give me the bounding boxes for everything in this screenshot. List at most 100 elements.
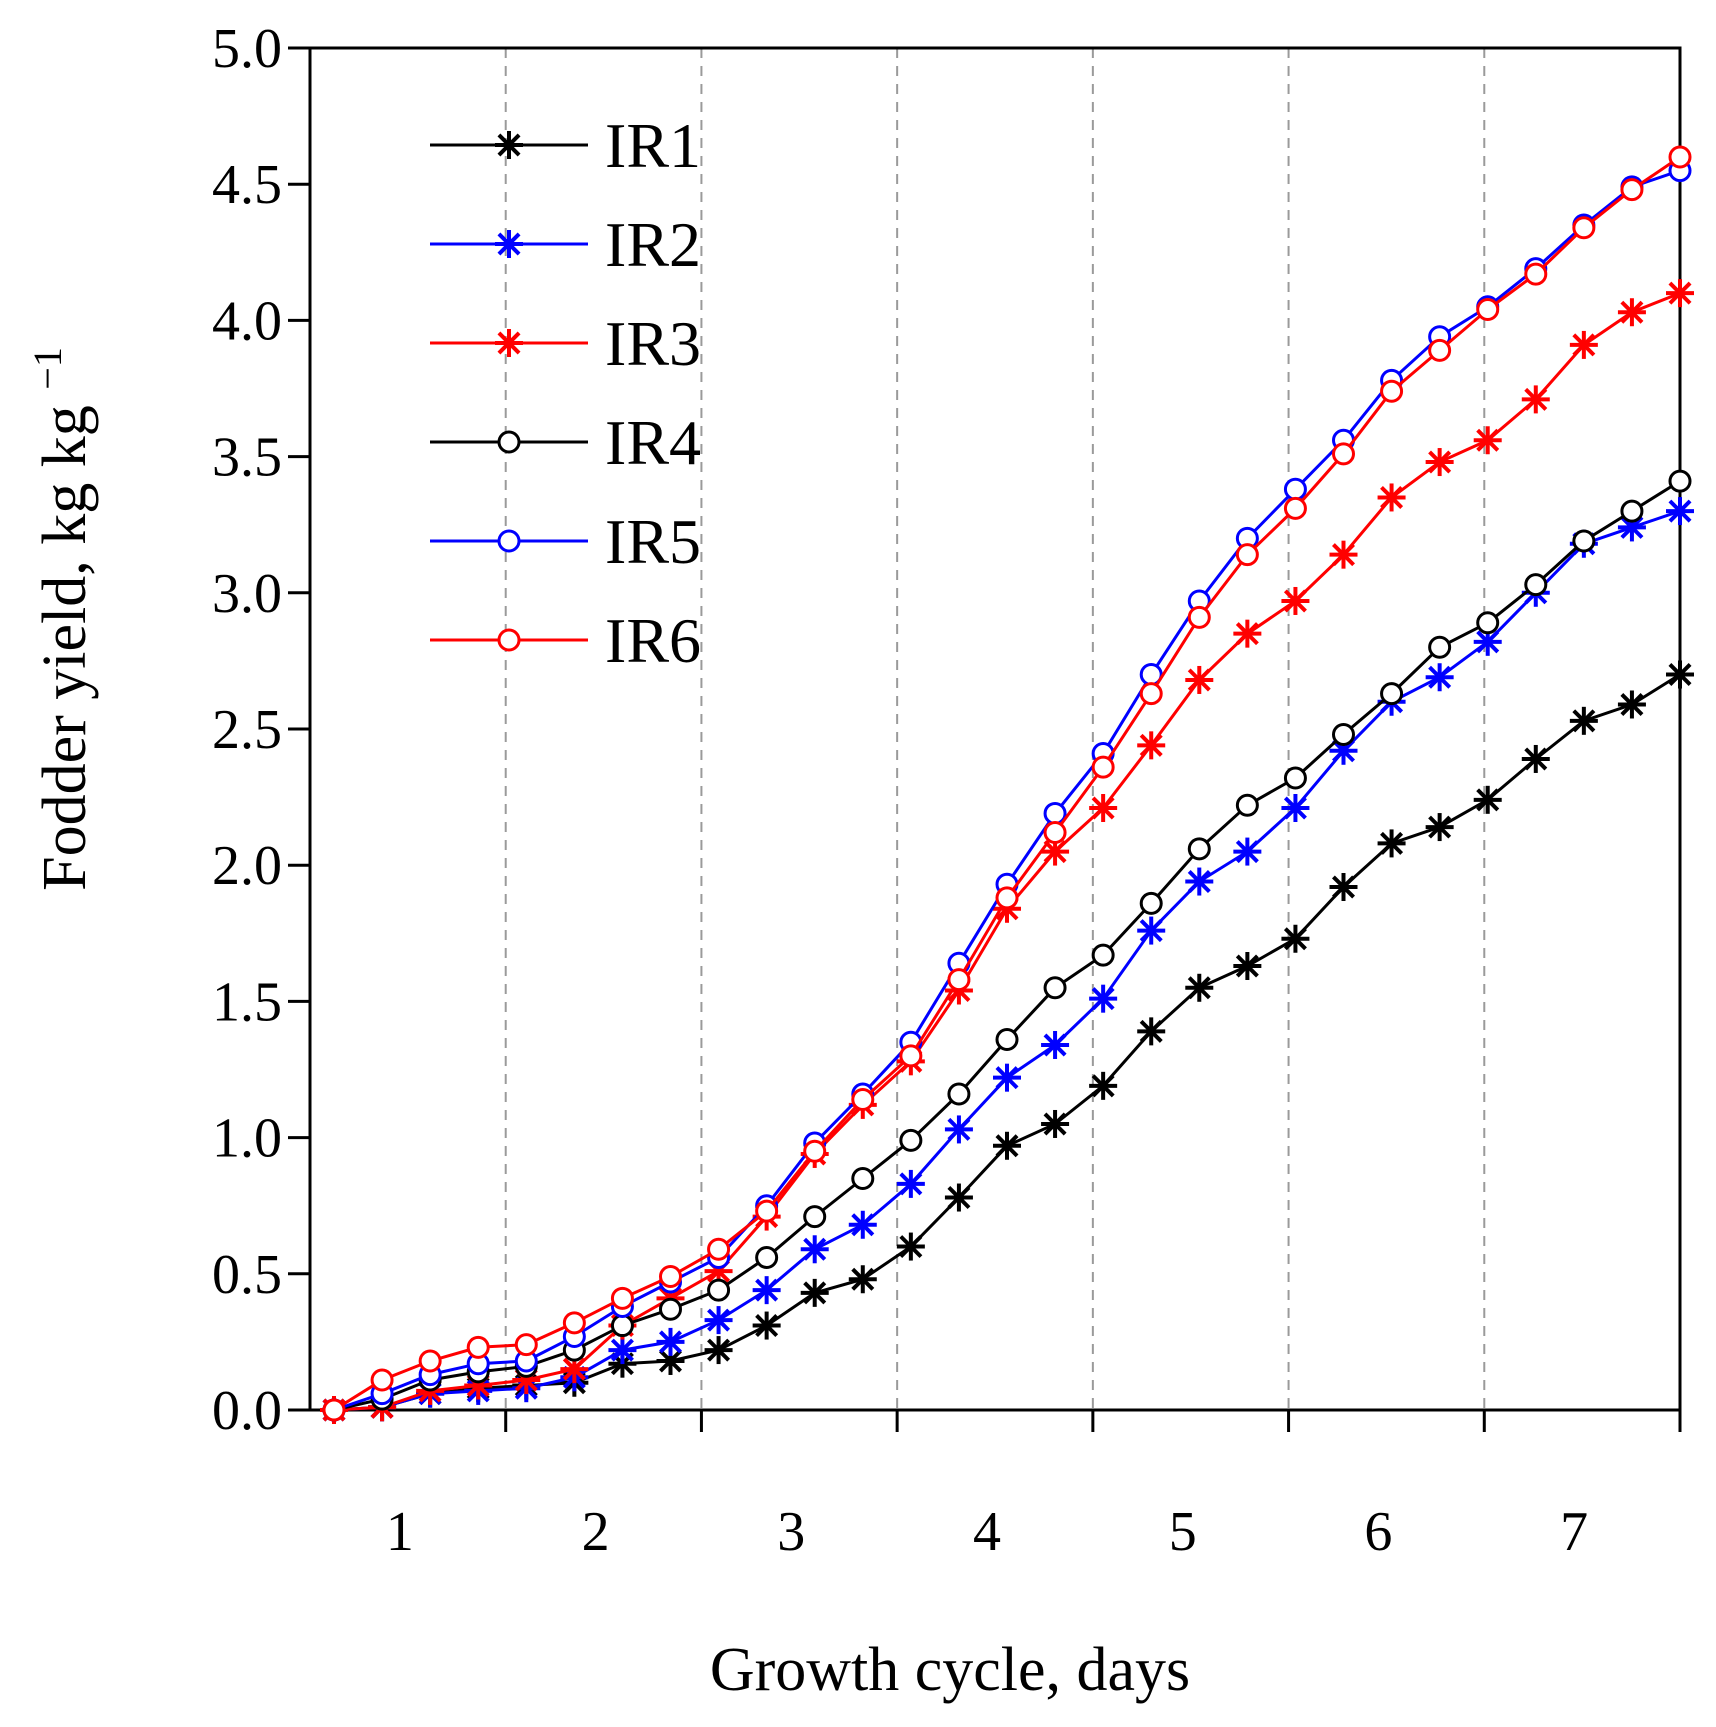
data-point-ir1 xyxy=(993,1131,1021,1160)
data-point-ir4 xyxy=(1091,943,1115,967)
star-stroke xyxy=(1332,739,1355,763)
star-stroke xyxy=(1043,1112,1067,1136)
data-point-ir3 xyxy=(1185,665,1214,694)
legend-label-ir4: IR4 xyxy=(605,407,701,478)
star-stroke xyxy=(1139,1019,1163,1043)
star-stroke xyxy=(1235,954,1259,978)
star-stroke xyxy=(1428,665,1452,689)
star-stroke xyxy=(497,331,521,355)
data-point-ir1 xyxy=(656,1346,685,1375)
star-stroke xyxy=(1380,831,1404,855)
data-point-ir4 xyxy=(1476,611,1500,635)
data-point-ir6 xyxy=(466,1335,490,1359)
star-stroke xyxy=(1235,840,1259,864)
y-tick-label: 0.0 xyxy=(212,1380,282,1442)
star-stroke xyxy=(995,1066,1019,1090)
legend-item-ir6: IR6 xyxy=(430,605,701,676)
data-point-ir2 xyxy=(608,1336,637,1365)
star-stroke xyxy=(1476,428,1500,452)
data-point-ir6 xyxy=(851,1087,875,1111)
data-point-ir4 xyxy=(851,1166,875,1190)
data-point-ir1 xyxy=(1329,872,1358,901)
data-point-ir6 xyxy=(1139,682,1163,706)
data-point-ir3 xyxy=(1233,619,1262,648)
star-stroke xyxy=(1620,692,1644,716)
data-point-ir3 xyxy=(1473,426,1502,455)
data-point-ir6 xyxy=(755,1199,779,1223)
data-point-ir4 xyxy=(995,1028,1019,1052)
data-point-ir3 xyxy=(1089,793,1118,822)
data-point-ir5 xyxy=(1043,801,1067,825)
data-point-ir3 xyxy=(1281,586,1310,615)
x-axis: 1 2 3 4 5 6 7 xyxy=(386,1410,1682,1563)
data-point-ir6 xyxy=(322,1398,346,1422)
data-point-ir4 xyxy=(1620,499,1644,523)
star-stroke xyxy=(995,1134,1019,1158)
series-layer xyxy=(320,145,1694,1424)
legend-label-ir1: IR1 xyxy=(605,110,701,181)
data-point-ir1 xyxy=(1569,706,1598,735)
data-point-ir5 xyxy=(1283,477,1307,501)
data-point-ir1 xyxy=(1137,1017,1166,1046)
data-point-ir1 xyxy=(944,1183,973,1212)
series-ir2 xyxy=(320,497,1694,1424)
data-point-ir6 xyxy=(1428,338,1452,362)
y-tick-label: 3.0 xyxy=(212,563,282,625)
star-stroke xyxy=(1332,875,1355,899)
data-point-ir3 xyxy=(1377,483,1406,512)
data-point-ir3 xyxy=(1521,385,1550,414)
y-axis-title-main: Fodder yield, kg kg xyxy=(31,405,99,891)
legend-marker-ir2 xyxy=(495,230,523,258)
star-stroke xyxy=(1380,485,1404,509)
data-point-ir6 xyxy=(1091,755,1115,779)
star-stroke xyxy=(1332,543,1355,567)
star-stroke xyxy=(1524,387,1548,411)
data-point-ir4 xyxy=(755,1245,779,1269)
data-point-ir1 xyxy=(896,1232,925,1261)
data-point-ir1 xyxy=(1281,924,1310,953)
data-point-ir4 xyxy=(1235,793,1259,817)
data-point-ir1 xyxy=(1089,1071,1118,1100)
legend-marker-ir1 xyxy=(495,131,523,159)
star-stroke xyxy=(1620,515,1644,539)
y-axis-title-superscript: −1 xyxy=(25,347,70,390)
y-tick-label: 1.0 xyxy=(212,1108,282,1170)
data-point-ir1 xyxy=(704,1336,733,1365)
star-stroke xyxy=(1668,663,1692,687)
star-stroke xyxy=(610,1338,634,1362)
star-stroke xyxy=(1524,747,1548,771)
data-point-ir2 xyxy=(1617,513,1646,542)
star-stroke xyxy=(1091,1074,1115,1098)
data-point-ir4 xyxy=(707,1278,731,1302)
data-point-ir4 xyxy=(1043,976,1067,1000)
y-axis: 0.0 0.5 1.0 1.5 2.0 2.5 3.0 3.5 4.0 4.5 5.0 xyxy=(212,18,310,1442)
data-point-ir6 xyxy=(1235,543,1259,567)
data-point-ir6 xyxy=(1332,442,1355,466)
legend-item-ir2: IR2 xyxy=(430,209,701,280)
star-stroke xyxy=(803,1237,827,1261)
data-point-ir1 xyxy=(1425,813,1454,842)
data-point-ir1 xyxy=(1666,660,1694,689)
data-point-ir4 xyxy=(659,1297,682,1321)
data-point-ir6 xyxy=(610,1286,634,1310)
data-point-ir1 xyxy=(1521,744,1550,773)
legend-marker-ir3 xyxy=(495,329,523,357)
y-tick-label: 0.5 xyxy=(212,1244,282,1306)
data-point-ir2 xyxy=(800,1235,829,1264)
star-stroke xyxy=(803,1281,827,1305)
x-tick-label: 7 xyxy=(1560,1501,1588,1563)
data-point-ir2 xyxy=(1185,867,1214,896)
legend-item-ir1: IR1 xyxy=(430,110,701,181)
data-point-ir4 xyxy=(947,1082,971,1106)
star-stroke xyxy=(899,1172,923,1196)
star-stroke xyxy=(1476,630,1500,654)
x-tick-label: 3 xyxy=(777,1501,805,1563)
star-stroke xyxy=(1668,499,1692,523)
y-tick-label: 2.5 xyxy=(212,699,282,761)
data-point-ir2 xyxy=(1137,916,1166,945)
star-stroke xyxy=(1283,927,1307,951)
data-point-ir1 xyxy=(1041,1109,1070,1138)
data-point-ir1 xyxy=(1473,785,1502,814)
series-ir3 xyxy=(320,279,1694,1424)
